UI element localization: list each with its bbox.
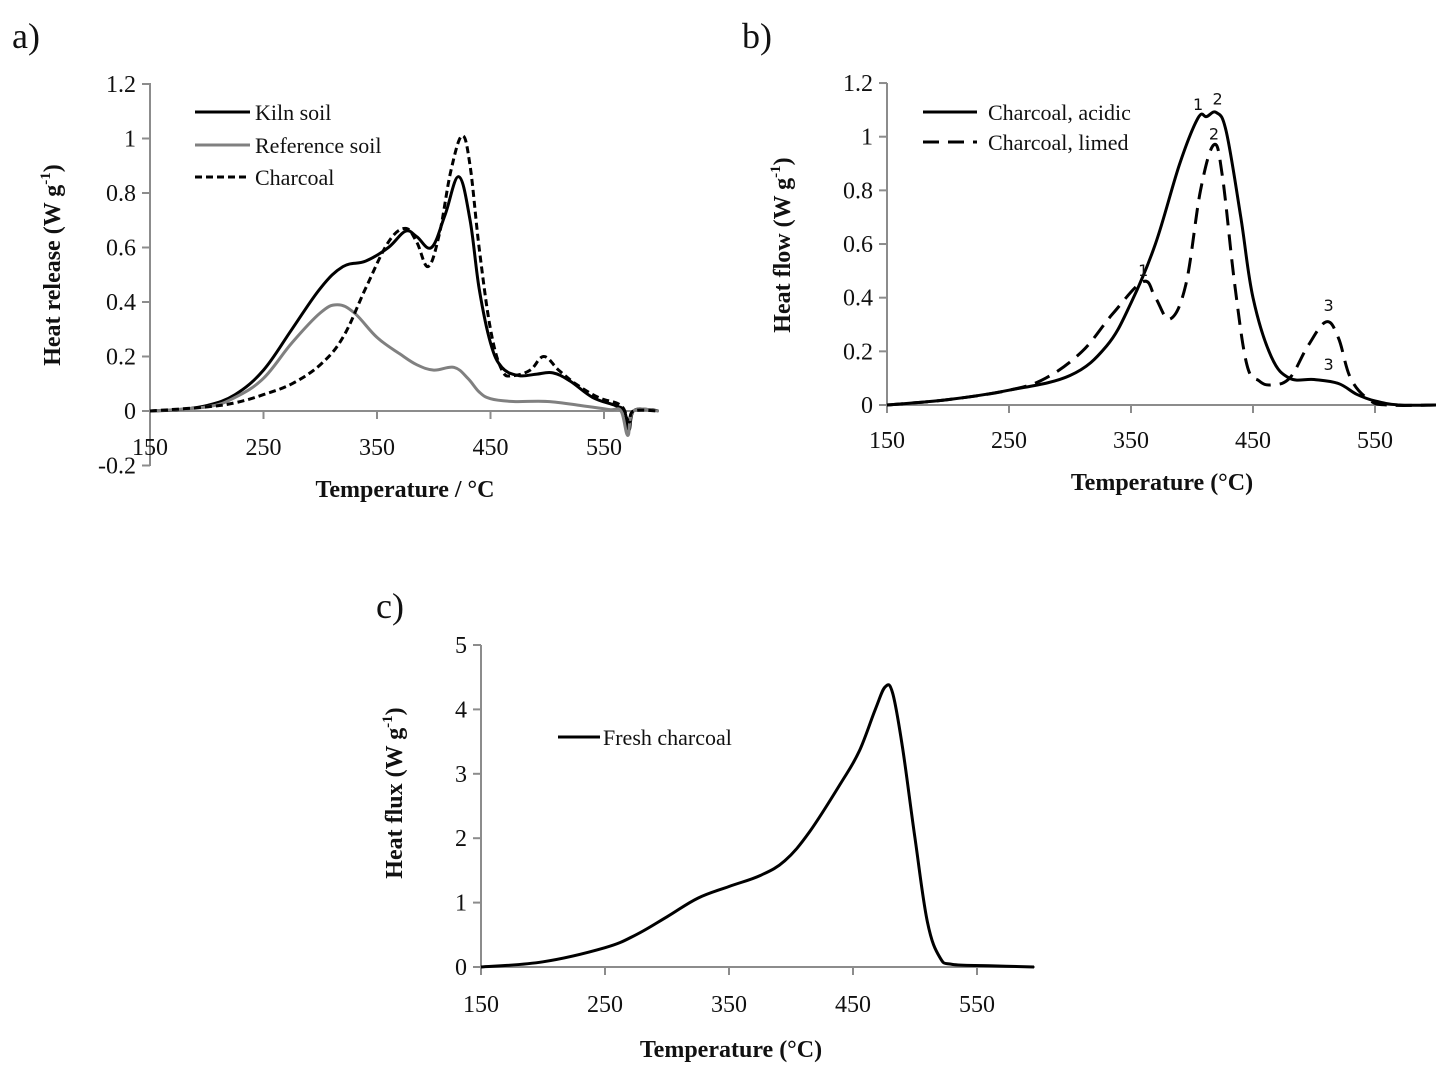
x-tick-label: 550 <box>1357 428 1393 454</box>
legend-label: Kiln soil <box>255 100 331 125</box>
legend-label: Charcoal <box>255 165 334 190</box>
panel-label: a) <box>12 16 40 56</box>
x-axis-title: Temperature / °C <box>316 477 495 503</box>
x-tick-label: 150 <box>463 992 499 1018</box>
y-axis-title-sup: -1 <box>38 172 54 185</box>
y-tick-label: 0.6 <box>106 236 136 262</box>
y-axis-title: Heat flow (W g-1) <box>768 157 796 332</box>
y-tick-label: 4 <box>455 697 467 723</box>
y-tick-label: 0.4 <box>843 286 873 312</box>
x-tick-label: 350 <box>711 992 747 1018</box>
x-tick-label: 250 <box>991 428 1027 454</box>
y-tick-label: 1 <box>861 125 873 151</box>
peak-label: 2 <box>1213 90 1223 109</box>
series-line-reference-soil <box>149 303 659 437</box>
y-tick-label: 0 <box>124 399 136 425</box>
y-tick-label: 1 <box>124 127 136 153</box>
y-tick-label: 5 <box>455 633 467 659</box>
chart-b: b) 0 0.2 0.4 0.6 0.8 1 1.2 150 250 350 450 550 Temper… <box>742 16 1437 496</box>
series-line-charcoal <box>149 134 659 424</box>
y-tick-label: 2 <box>455 826 467 852</box>
y-axis-title-main: Heat flow (W g <box>770 178 796 333</box>
y-tick-label: 0.6 <box>843 232 873 258</box>
peak-label: 1 <box>1193 95 1203 114</box>
y-axis-title-close: ) <box>382 707 408 715</box>
x-axis-title: Temperature (°C) <box>640 1037 822 1063</box>
legend-label: Fresh charcoal <box>603 725 732 750</box>
y-tick-label: 0.8 <box>106 181 136 207</box>
y-axis-title-close: ) <box>40 164 66 172</box>
y-tick-label: 0.4 <box>106 290 136 316</box>
y-tick-label: 0.2 <box>843 339 873 365</box>
y-tick-label: 0.2 <box>106 345 136 371</box>
series-line-kiln-soil <box>149 175 659 432</box>
y-axis-title-sup: -1 <box>768 165 784 178</box>
series-line-charcoal-acidic <box>886 110 1437 407</box>
x-tick-label: 150 <box>869 428 905 454</box>
y-axis-title-sup: -1 <box>380 715 396 728</box>
chart-a: a) -0.2 0 0.2 0.4 0.6 0.8 1 1.2 150 250 350 450 550 Te… <box>12 16 659 503</box>
x-tick-label: 250 <box>587 992 623 1018</box>
y-tick-label: 1.2 <box>106 72 136 98</box>
x-tick-label: 150 <box>132 435 168 461</box>
chart-c: c) 0 1 2 3 4 5 150 250 350 450 550 Temperature (°C) H… <box>376 586 1035 1063</box>
y-tick-label: -0.2 <box>98 454 136 480</box>
y-tick-label: 3 <box>455 762 467 788</box>
y-axis-title: Heat release (W g-1) <box>38 164 66 366</box>
x-tick-label: 550 <box>959 992 995 1018</box>
panel-label: b) <box>742 16 772 56</box>
series-line-charcoal-limed <box>886 142 1437 407</box>
peak-label: 2 <box>1209 124 1219 143</box>
x-axis-title: Temperature (°C) <box>1071 470 1253 496</box>
x-tick-label: 250 <box>246 435 282 461</box>
x-tick-label: 550 <box>586 435 622 461</box>
y-tick-label: 1.2 <box>843 71 873 97</box>
series-line-fresh-charcoal <box>480 683 1035 969</box>
x-tick-label: 450 <box>1235 428 1271 454</box>
y-axis-title-close: ) <box>770 157 796 165</box>
legend-label: Charcoal, acidic <box>988 100 1131 125</box>
panel-label: c) <box>376 586 404 626</box>
peak-label: 1 <box>1138 261 1148 280</box>
x-tick-label: 450 <box>473 435 509 461</box>
x-tick-label: 350 <box>359 435 395 461</box>
y-axis-title-main: Heat flux (W g <box>382 728 408 879</box>
peak-label: 3 <box>1324 296 1334 315</box>
y-axis-title-main: Heat release (W g <box>40 185 66 366</box>
legend-label: Charcoal, limed <box>988 130 1129 155</box>
y-axis-title: Heat flux (W g-1) <box>380 707 408 878</box>
x-tick-label: 450 <box>835 992 871 1018</box>
y-tick-label: 0.8 <box>843 178 873 204</box>
y-tick-label: 1 <box>455 891 467 917</box>
y-tick-label: 0 <box>861 393 873 419</box>
peak-label: 3 <box>1324 355 1334 374</box>
y-tick-label: 0 <box>455 955 467 981</box>
x-tick-label: 350 <box>1113 428 1149 454</box>
legend-label: Reference soil <box>255 133 381 158</box>
